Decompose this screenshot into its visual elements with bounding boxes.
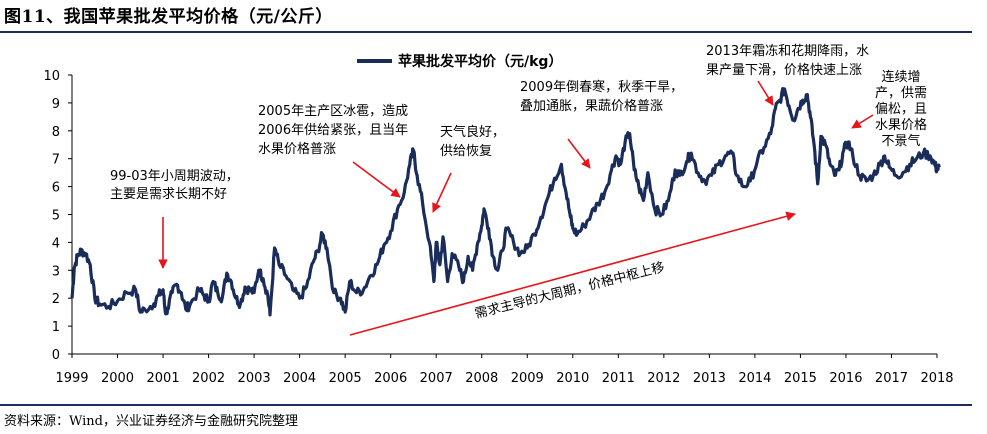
- annotation-line: 连续增: [881, 69, 920, 85]
- x-tick-label: 2003: [238, 371, 271, 386]
- annotation-line: 2006年供给紧张，且当年: [258, 123, 408, 138]
- annotation-line: 需求主导的大周期，价格中枢上移: [473, 259, 666, 322]
- legend: 苹果批发平均价（元/kg）: [357, 53, 562, 70]
- x-tick-label: 2018: [920, 371, 953, 386]
- x-tick-label: 2016: [829, 371, 862, 386]
- annotation-arrow: [352, 161, 401, 198]
- y-tick-labels: 0 1 2 3 4 5 6 7 8 9 10: [43, 69, 60, 363]
- annotation-line: 99-03年小周期波动，: [110, 169, 239, 184]
- x-tick-label: 2009: [511, 371, 544, 386]
- axes: [68, 74, 938, 358]
- x-tick-label: 2014: [738, 371, 771, 386]
- annotation-line: 叠加通胀，果蔬价格普涨: [520, 98, 663, 114]
- annotation-line: 2005年主产区冰雹，造成: [258, 104, 408, 119]
- annotation-line: 天气良好，: [440, 124, 505, 140]
- x-tick-label: 2007: [420, 371, 453, 386]
- x-tick-label: 2012: [647, 371, 680, 386]
- annotations: 99-03年小周期波动， 主要是需求长期不好 2005年主产区冰雹，造成 2006年供…: [110, 43, 927, 322]
- y-tick-label: 1: [52, 320, 60, 335]
- x-tick-label: 1999: [55, 371, 88, 386]
- y-tick-label: 5: [52, 209, 60, 224]
- annotation-arrow: [567, 138, 591, 169]
- annotation-line: 水果价格普涨: [258, 141, 336, 157]
- x-tick-label: 2011: [602, 371, 635, 386]
- y-tick-label: 2: [52, 292, 60, 307]
- y-tick-label: 9: [52, 97, 60, 112]
- x-tick-label: 2000: [101, 371, 134, 386]
- y-tick-label: 4: [52, 236, 60, 251]
- annotation-arrow: [851, 114, 874, 129]
- annotation-line: 主要是需求长期不好: [110, 187, 227, 202]
- bottom-rule: [0, 404, 972, 406]
- annotation-arrow: [757, 80, 774, 106]
- annotation-line: 2009年倒春寒，秋季干旱，: [520, 79, 683, 95]
- figure-title: 图11、我国苹果批发平均价格（元/公斤）: [4, 7, 333, 27]
- x-tick-label: 2017: [875, 371, 908, 386]
- x-tick-label: 2005: [329, 371, 362, 386]
- annotation: 天气良好， 供给恢复: [440, 124, 505, 159]
- annotation-line: 不景气: [881, 133, 920, 149]
- annotation-line: 果产量下滑，价格快速上涨: [706, 62, 862, 78]
- y-tick-label: 10: [43, 69, 60, 84]
- y-tick-label: 0: [52, 348, 60, 363]
- x-tick-label: 2010: [556, 371, 589, 386]
- annotation: 2009年倒春寒，秋季干旱， 叠加通胀，果蔬价格普涨: [520, 79, 683, 114]
- annotation-arrow: [432, 172, 452, 213]
- annotation-line: 供给恢复: [440, 144, 492, 159]
- y-tick-label: 7: [52, 153, 60, 168]
- x-tick-label: 2008: [465, 371, 498, 386]
- annotation-line: 产，供需: [875, 86, 927, 101]
- x-tick-label: 2001: [147, 371, 180, 386]
- annotation: 需求主导的大周期，价格中枢上移: [473, 259, 666, 322]
- x-tick-label: 2015: [784, 371, 817, 386]
- y-tick-label: 6: [52, 181, 60, 196]
- series-line: [70, 87, 941, 317]
- annotation-line: 偏松，且: [875, 102, 927, 117]
- x-tick-label: 2004: [283, 371, 316, 386]
- annotation: 99-03年小周期波动， 主要是需求长期不好: [110, 169, 239, 202]
- top-rule: [0, 31, 972, 33]
- x-tick-label: 2006: [374, 371, 407, 386]
- y-tick-label: 3: [52, 264, 60, 279]
- annotation-line: 2013年霜冻和花期降雨，水: [706, 43, 869, 59]
- x-tick-label: 2002: [192, 371, 225, 386]
- legend-label: 苹果批发平均价（元/kg）: [398, 53, 562, 70]
- y-tick-label: 8: [52, 125, 60, 140]
- chart: 1999 2000 2001 2002 2003 2004 2005 2006 2007 2008…: [43, 43, 953, 386]
- source-note: 资料来源：Wind，兴业证券经济与金融研究院整理: [4, 414, 298, 429]
- x-tick-labels: 1999 2000 2001 2002 2003 2004 2005 2006 2007 2008…: [55, 371, 953, 386]
- annotation-arrow: [349, 211, 796, 336]
- annotation-line: 水果价格: [875, 117, 927, 133]
- x-tick-label: 2013: [693, 371, 726, 386]
- annotation-arrows: [158, 80, 874, 336]
